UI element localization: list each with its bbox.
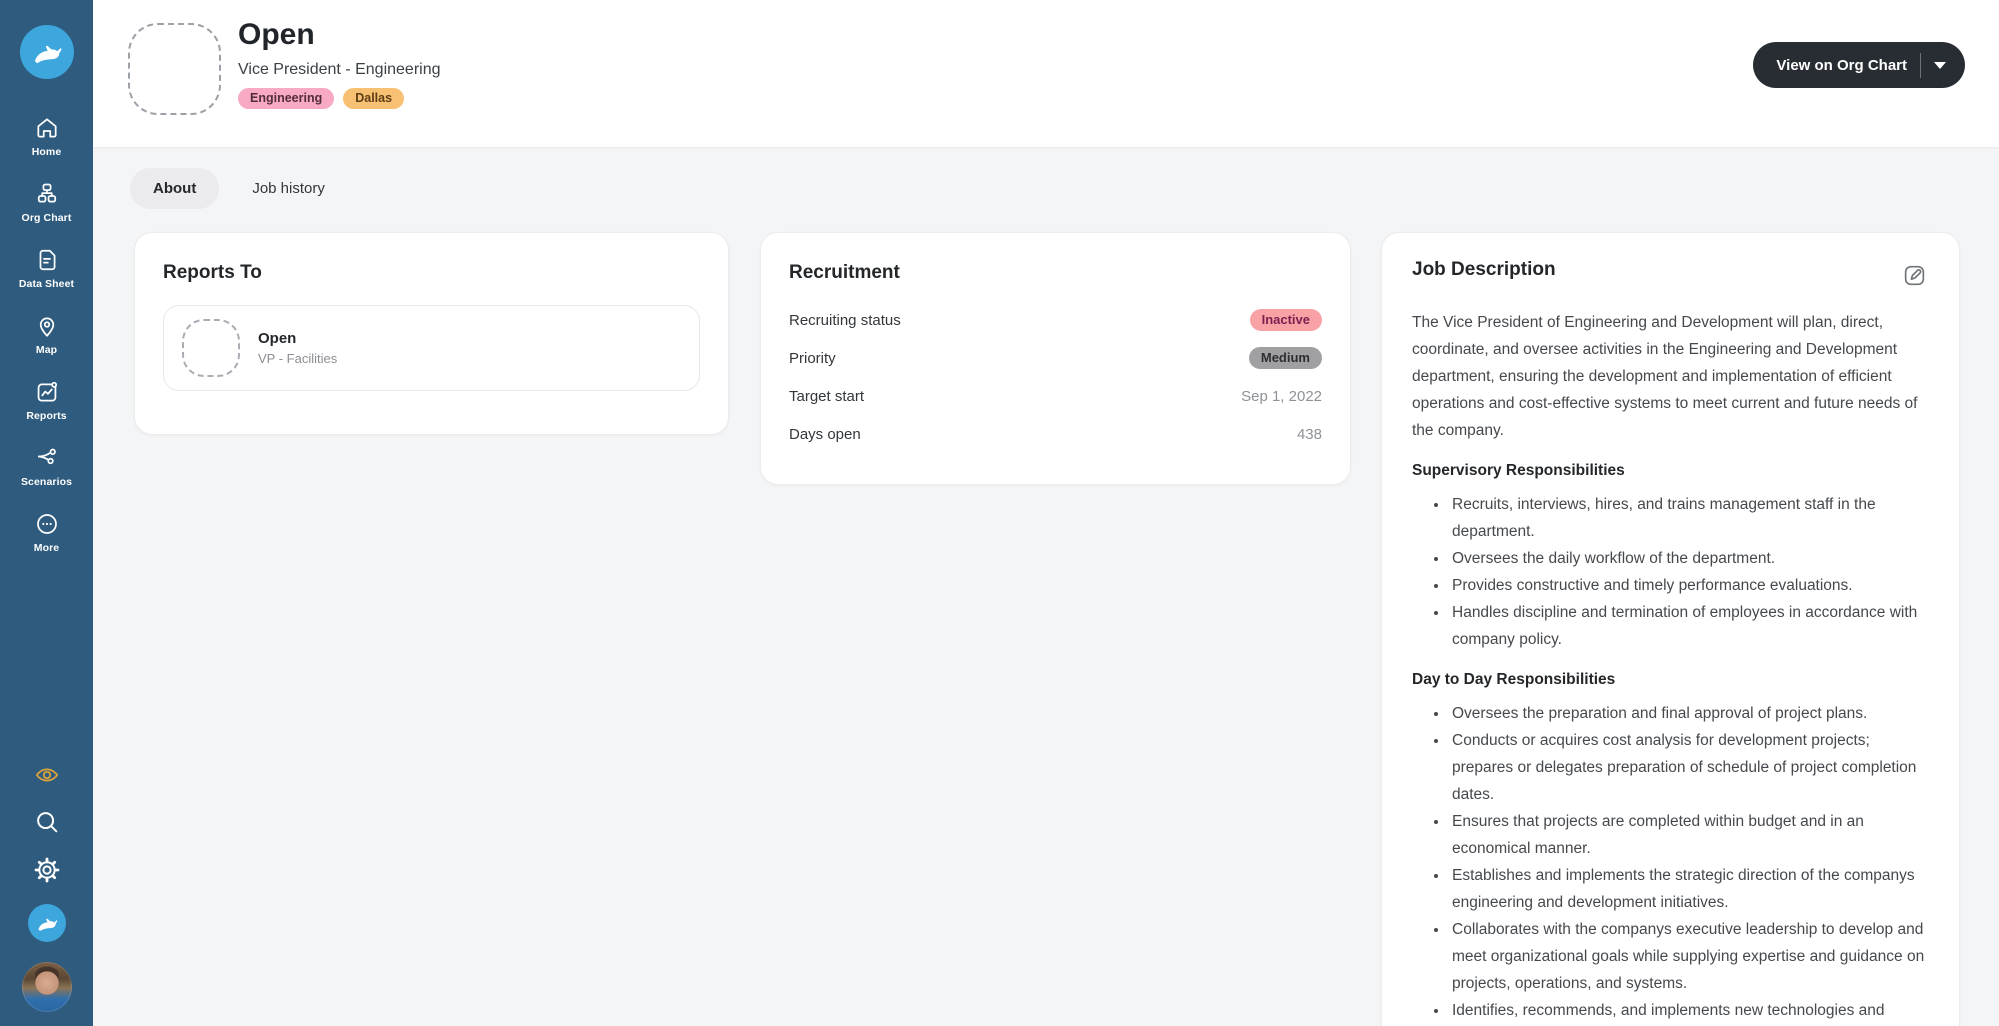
- open-position-avatar-placeholder: [128, 23, 221, 115]
- reports-icon: [37, 381, 57, 402]
- bullet-item: Provides constructive and timely perform…: [1449, 572, 1929, 599]
- user-avatar[interactable]: [21, 962, 72, 1012]
- day-to-day-bullet-list: Oversees the preparation and final appro…: [1412, 700, 1929, 1026]
- tag-dallas: Dallas: [343, 88, 405, 109]
- bullet-item: Collaborates with the companys executive…: [1449, 916, 1929, 997]
- sidebar-footer: [0, 762, 93, 1012]
- bullet-item: Oversees the daily workflow of the depar…: [1449, 545, 1929, 572]
- row-label: Recruiting status: [789, 311, 901, 329]
- reports-to-title: Reports To: [163, 262, 262, 283]
- bullet-item: Establishes and implements the strategic…: [1449, 862, 1929, 916]
- button-divider: [1920, 52, 1921, 78]
- target-start-value: Sep 1, 2022: [1241, 387, 1322, 405]
- status-badge: Inactive: [1249, 309, 1322, 331]
- sidebar-item-org-chart[interactable]: Org Chart: [0, 181, 93, 224]
- supervisory-bullet-list: Recruits, interviews, hires, and trains …: [1412, 491, 1929, 653]
- header-tags: Engineering Dallas: [238, 88, 405, 109]
- job-description-header: Job Description: [1412, 259, 1929, 293]
- days-open-value: 438: [1296, 425, 1322, 443]
- recruitment-row-priority: Priority Medium: [789, 339, 1322, 377]
- bullet-item: Conducts or acquires cost analysis for d…: [1449, 727, 1929, 808]
- sidebar-item-scenarios[interactable]: Scenarios: [0, 445, 93, 488]
- open-role-avatar-placeholder: [182, 319, 240, 377]
- sidebar-item-label: Reports: [26, 410, 67, 422]
- tag-engineering: Engineering: [238, 88, 335, 109]
- sidebar-item-label: More: [33, 542, 60, 554]
- priority-badge: Medium: [1248, 347, 1322, 369]
- edit-button[interactable]: [1900, 261, 1929, 293]
- sidebar-item-label: Data Sheet: [18, 278, 75, 290]
- data-sheet-icon: [39, 249, 55, 271]
- bullet-item: Recruits, interviews, hires, and trains …: [1449, 491, 1929, 545]
- tab-job-history[interactable]: Job history: [252, 180, 325, 197]
- row-label: Target start: [789, 387, 865, 405]
- rabbit-logo-icon: [34, 45, 62, 64]
- recruitment-title: Recruitment: [789, 262, 900, 283]
- edit-pencil-icon: [1904, 265, 1925, 286]
- reports-to-item[interactable]: Open VP - Facilities: [163, 305, 700, 391]
- job-description-title: Job Description: [1412, 259, 1556, 280]
- sidebar-item-home[interactable]: Home: [0, 115, 93, 158]
- recruitment-rows: Recruiting status Inactive Priority Medi…: [789, 301, 1322, 453]
- page-subtitle: Vice President - Engineering: [238, 61, 441, 78]
- reports-to-card: Reports To Open VP - Facilities: [134, 232, 729, 435]
- more-icon: [36, 514, 57, 534]
- recruitment-row-target-start: Target start Sep 1, 2022: [789, 377, 1322, 415]
- charthop-logo[interactable]: [19, 25, 74, 79]
- sidebar-item-label: Home: [31, 146, 62, 158]
- reports-to-item-text: Open VP - Facilities: [258, 330, 337, 366]
- view-on-org-chart-label: View on Org Chart: [1776, 56, 1907, 74]
- reports-to-role: VP - Facilities: [258, 351, 338, 366]
- sidebar-item-label: Map: [35, 344, 58, 356]
- chevron-down-icon[interactable]: [1934, 61, 1946, 69]
- bullet-item: Ensures that projects are completed with…: [1449, 808, 1929, 862]
- job-description-intro: The Vice President of Engineering and De…: [1412, 314, 1918, 439]
- sidebar: Home Org Chart Data Sheet Map: [0, 0, 93, 1026]
- tab-about[interactable]: About: [130, 168, 220, 209]
- sidebar-item-label: Org Chart: [21, 212, 72, 224]
- rabbit-logo-icon: [38, 918, 57, 931]
- sidebar-item-data-sheet[interactable]: Data Sheet: [0, 247, 93, 290]
- home-icon: [36, 118, 57, 138]
- bullet-item: Identifies, recommends, and implements n…: [1449, 997, 1929, 1026]
- section-heading-day-to-day: Day to Day Responsibilities: [1412, 671, 1616, 688]
- page-header: Open Vice President - Engineering Engine…: [93, 0, 1999, 147]
- recruitment-row-days-open: Days open 438: [789, 415, 1322, 453]
- sidebar-item-label: Scenarios: [20, 476, 73, 488]
- bullet-item: Oversees the preparation and final appro…: [1449, 700, 1929, 727]
- tab-bar: About Job history: [130, 168, 348, 209]
- sidebar-item-more[interactable]: More: [0, 511, 93, 554]
- sidebar-nav: Home Org Chart Data Sheet Map: [0, 115, 93, 577]
- sidebar-item-reports[interactable]: Reports: [0, 379, 93, 422]
- view-on-org-chart-button[interactable]: View on Org Chart: [1753, 42, 1965, 88]
- view-eye-icon[interactable]: [32, 762, 62, 788]
- job-description-card: Job Description The Vice President of En…: [1381, 232, 1960, 1026]
- job-description-body: The Vice President of Engineering and De…: [1412, 309, 1929, 1026]
- recruitment-card: Recruitment Recruiting status Inactive P…: [760, 232, 1351, 485]
- section-heading-supervisory: Supervisory Responsibilities: [1412, 462, 1625, 479]
- page-title: Open: [238, 18, 315, 51]
- map-pin-icon: [39, 317, 54, 337]
- sidebar-item-map[interactable]: Map: [0, 313, 93, 356]
- charthop-logo-small[interactable]: [27, 904, 66, 942]
- search-icon[interactable]: [33, 808, 61, 836]
- row-label: Days open: [789, 425, 861, 443]
- settings-gear-icon[interactable]: [33, 856, 61, 884]
- reports-to-name: Open: [258, 330, 297, 347]
- recruitment-row-status: Recruiting status Inactive: [789, 301, 1322, 339]
- scenarios-icon: [37, 448, 56, 465]
- org-chart-icon: [37, 183, 56, 203]
- bullet-item: Handles discipline and termination of em…: [1449, 599, 1929, 653]
- row-label: Priority: [789, 349, 836, 367]
